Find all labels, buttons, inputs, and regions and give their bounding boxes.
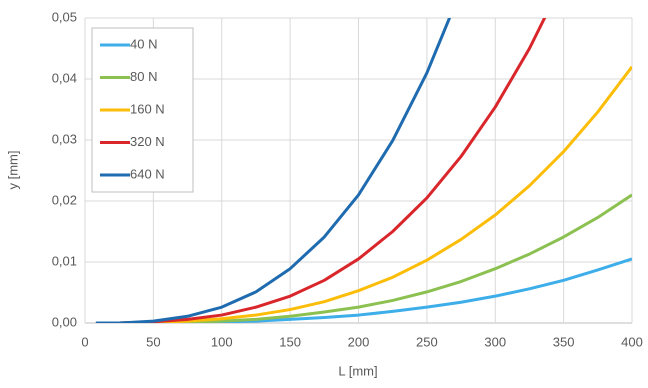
x-tick-label: 0 xyxy=(81,334,88,349)
y-axis-label: y [mm] xyxy=(5,151,20,190)
y-tick-label: 0,05 xyxy=(52,9,77,24)
x-axis-label: L [mm] xyxy=(338,363,377,378)
line-series xyxy=(95,18,452,323)
x-tick-label: 150 xyxy=(279,334,301,349)
x-tick-label: 300 xyxy=(484,334,506,349)
line-series xyxy=(95,193,632,323)
x-tick-label: 250 xyxy=(416,334,438,349)
plot-area xyxy=(95,18,632,323)
line-series xyxy=(95,257,632,323)
legend-label: 160 N xyxy=(130,101,165,116)
x-tick-label: 100 xyxy=(211,334,233,349)
x-tick-label: 400 xyxy=(621,334,643,349)
legend-label: 80 N xyxy=(130,69,157,84)
x-tick-label: 200 xyxy=(348,334,370,349)
x-tick-label: 350 xyxy=(553,334,575,349)
y-tick-label: 0,03 xyxy=(52,131,77,146)
y-tick-label: 0,00 xyxy=(52,314,77,329)
y-tick-label: 0,04 xyxy=(52,70,77,85)
x-tick-label: 50 xyxy=(146,334,160,349)
legend-label: 640 N xyxy=(130,166,165,181)
legend-label: 40 N xyxy=(130,36,157,51)
y-tick-label: 0,01 xyxy=(52,253,77,268)
y-tick-label: 0,02 xyxy=(52,192,77,207)
legend-label: 320 N xyxy=(130,134,165,149)
